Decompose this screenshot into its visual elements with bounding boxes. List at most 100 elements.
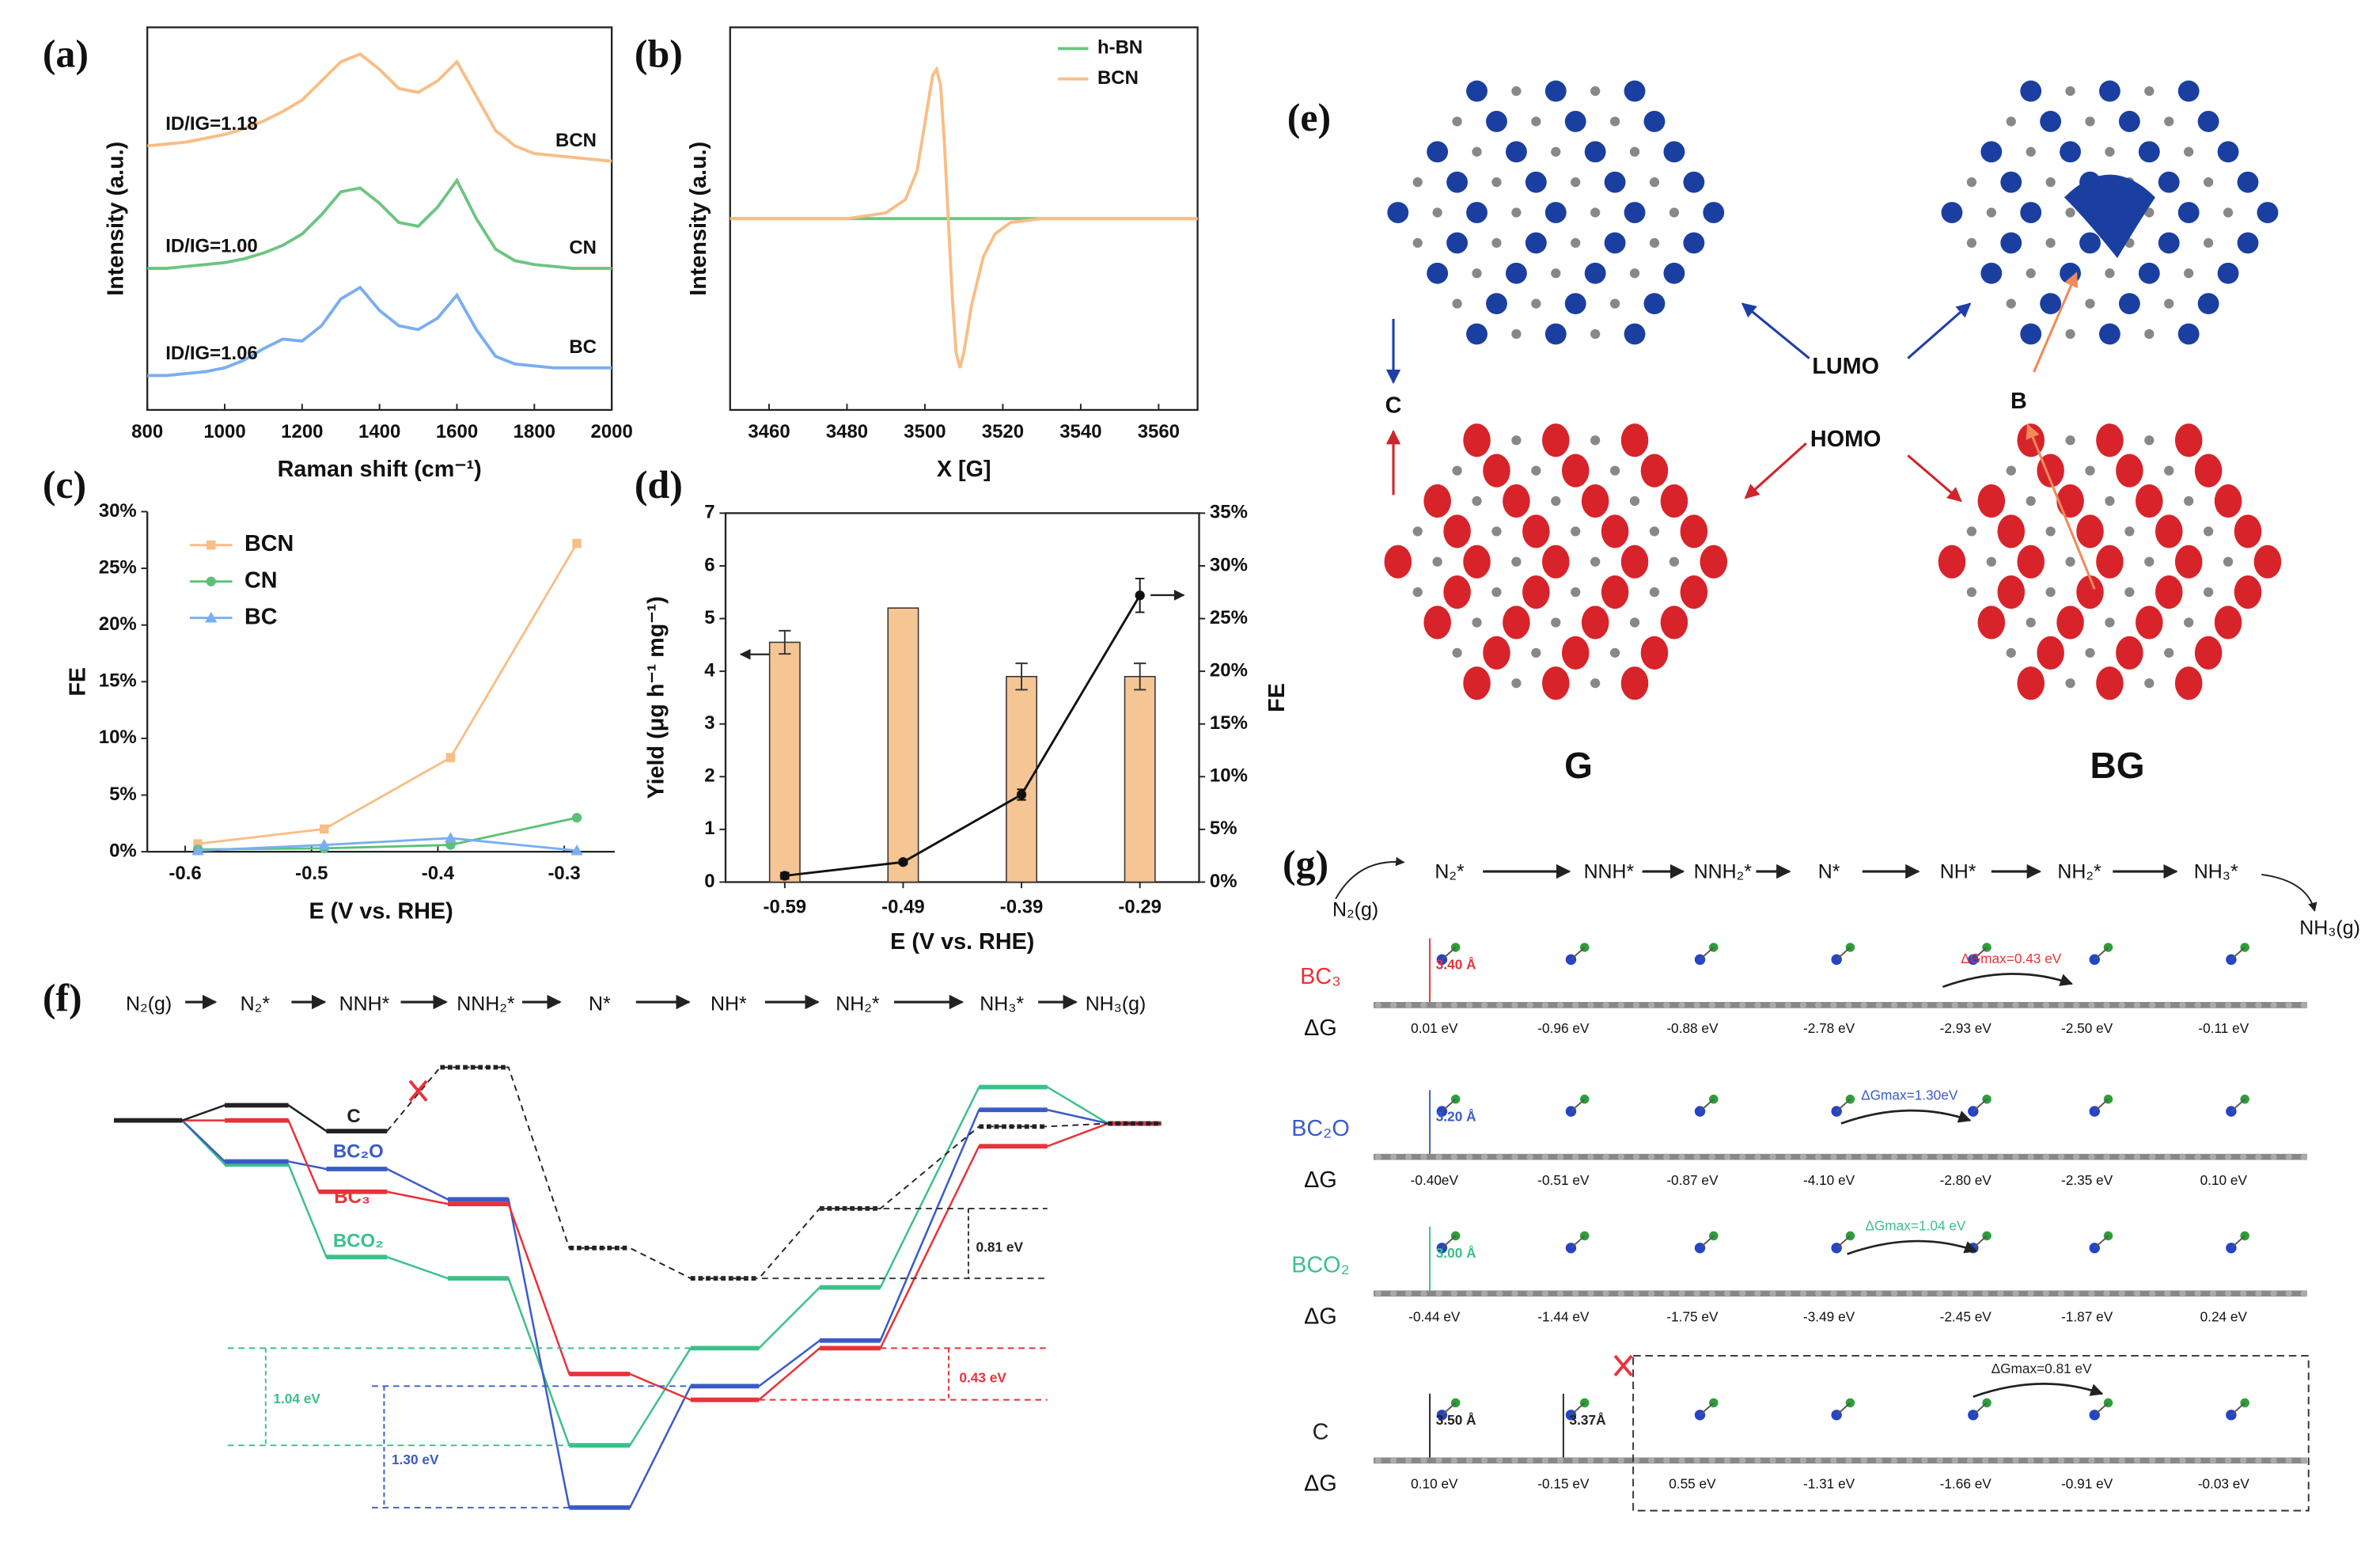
y-tick-label: 3 [704, 712, 714, 734]
atom [1629, 495, 1640, 507]
atom [2118, 1290, 2126, 1297]
atom [1432, 556, 1442, 567]
delta-g-label: ΔG [1304, 1471, 1337, 1497]
atom [1541, 1457, 1549, 1464]
atom [1845, 1001, 1852, 1009]
atom [2300, 1457, 2308, 1464]
series-label: C [347, 1106, 360, 1127]
orbital [1683, 232, 1705, 254]
atom [2012, 1001, 2019, 1009]
x-axis-label: X [G] [937, 457, 991, 482]
atom [1632, 1001, 1640, 1009]
atom [1936, 1001, 1943, 1009]
atom [2103, 1001, 2110, 1009]
orbital [1604, 232, 1626, 254]
orbital [1503, 605, 1530, 640]
atom [1632, 1153, 1640, 1160]
atom [2224, 1001, 2232, 1009]
x-tick-label: -0.5 [295, 863, 328, 884]
step-label: NNH* [1584, 861, 1635, 883]
atom [1629, 268, 1640, 279]
orbital [1643, 111, 1666, 132]
atom [2124, 586, 2135, 598]
atom [2085, 298, 2095, 309]
y2-axis-label: FE [1264, 683, 1290, 712]
orbital [1387, 202, 1409, 223]
energy-label: -2.93 eV [1940, 1020, 1992, 1036]
atom [2144, 85, 2155, 97]
orbital [1525, 232, 1547, 254]
atom [1647, 1457, 1655, 1464]
atom [1769, 1290, 1776, 1297]
cross [408, 1080, 428, 1102]
atom [2065, 556, 2075, 567]
orbital [2116, 636, 2143, 670]
atom [2118, 1457, 2126, 1464]
atom [2103, 1457, 2110, 1464]
orbital [2079, 232, 2101, 254]
orbital [2158, 171, 2180, 193]
panel-label: (b) [635, 32, 683, 75]
atom [1511, 435, 1522, 446]
atom [1921, 1153, 1928, 1160]
atom [2300, 1290, 2308, 1297]
atom [2012, 1457, 2019, 1464]
orbital [1463, 666, 1491, 700]
atom [1814, 1153, 1822, 1160]
orbital [2056, 484, 2084, 518]
orbital [2158, 232, 2180, 254]
orbital [1466, 202, 1488, 223]
atom [2012, 1153, 2019, 1160]
atom [2065, 85, 2075, 97]
atom [2085, 647, 2095, 658]
row-label: BC₂O [1291, 1116, 1350, 1141]
atom [2065, 435, 2075, 446]
orbital [1483, 636, 1510, 670]
atom [1647, 1290, 1655, 1297]
orbital [2194, 454, 2223, 488]
orbital [2040, 111, 2062, 132]
atom [2065, 207, 2075, 218]
step-label: N₂(g) [1332, 899, 1378, 921]
atom [1906, 1457, 1913, 1464]
y-axis-label: Intensity (a.u.) [686, 142, 711, 296]
step-label: NH₃* [2194, 861, 2238, 883]
atom [1556, 1001, 1564, 1009]
panel-label: (g) [1283, 843, 1328, 886]
row-label: C [1313, 1419, 1329, 1444]
orbital [2155, 514, 2183, 548]
step-label: N* [1818, 861, 1840, 883]
orbital [1544, 80, 1567, 102]
atom [1526, 1001, 1533, 1009]
atom [1374, 1290, 1382, 1297]
atom [1769, 1001, 1776, 1009]
delta-g-label: ΔG [1304, 1167, 1337, 1193]
molecule-bond [1699, 947, 1715, 961]
atom [1890, 1290, 1898, 1297]
y-tick-label: 5% [109, 784, 137, 805]
arrow [2026, 423, 2096, 590]
atom [2027, 1457, 2034, 1464]
energy-label: -0.15 eV [1537, 1476, 1590, 1492]
orbital [1522, 514, 1550, 548]
marker [445, 753, 456, 763]
label: LUMO [1812, 354, 1879, 379]
marker [193, 839, 203, 848]
atom [1649, 526, 1660, 537]
atom [1389, 1001, 1397, 1009]
orbital [2116, 454, 2143, 488]
atom [1997, 1001, 2004, 1009]
row-label: BC₃ [1300, 964, 1341, 989]
atom [1936, 1290, 1943, 1297]
y2-tick-label: 20% [1210, 659, 1248, 681]
orbital [1663, 262, 1685, 284]
orbital [1938, 545, 1966, 579]
atom [1556, 1457, 1564, 1464]
energy-label: -4.10 eV [1803, 1172, 1855, 1188]
atom [2223, 207, 2234, 218]
atom [1465, 1290, 1473, 1297]
y-tick-label: 0% [109, 840, 137, 861]
atom [1420, 1290, 1427, 1297]
atom [2042, 1290, 2050, 1297]
atom [2026, 268, 2036, 279]
